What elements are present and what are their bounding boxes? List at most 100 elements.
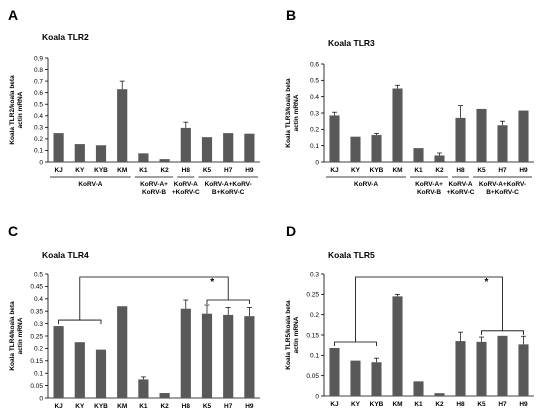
group-label: KoRV-B [417,189,441,196]
x-tick-label: KM [117,403,127,410]
y-tick-label: 0 [39,395,43,402]
y-tick-label: 0.3 [34,321,43,328]
bar-h8 [455,341,466,396]
group-label: KoRV-A [78,181,102,188]
x-tick-label: KJ [330,401,339,408]
y-axis-label: Koala TLR2/koala beta [9,75,16,145]
bar-h7 [497,335,508,396]
panel-letter: D [286,223,296,239]
y-tick-label: 0.25 [306,292,319,299]
x-tick-label: H7 [224,403,233,410]
bar-ky [74,342,85,398]
y-tick-label: 0.25 [30,333,43,340]
bar-kj [329,348,340,396]
y-axis-label: actin mRNA [17,91,24,128]
bar-k2 [434,393,445,396]
group-label: +KoRV-C [172,189,200,196]
x-tick-label: H8 [182,167,191,174]
y-tick-label: 0.2 [310,312,319,319]
bar-k1 [413,381,424,396]
panel-letter: B [286,7,296,23]
x-tick-label: K1 [139,403,148,410]
group-label: KoRV-A [174,181,198,188]
significance-star: * [485,277,489,288]
x-tick-label: H8 [182,403,191,410]
group-label: KoRV-B [142,189,166,196]
panel-d: D Koala TLR5 Koala TLR5/koala beta actin mR… [285,223,534,412]
y-tick-label: 0.7 [34,78,43,85]
y-axis-label: Koala TLR4/koala beta [9,301,16,371]
x-tick-label: KYB [94,403,108,410]
bar-h7 [223,133,234,162]
bar-kyb [95,349,107,398]
bar-h9 [244,316,255,398]
panel-letter: A [8,7,18,23]
x-tick-label: K1 [414,167,423,174]
y-tick-label: 0.15 [30,358,43,365]
bar-k5 [476,108,487,162]
group-label: B+KoRV-C [486,189,519,196]
panel-c: C Koala TLR4 Koala TLR4/koala beta actin mR… [8,223,260,414]
bar-km [392,296,403,396]
bar-kj [53,326,64,398]
y-tick-label: 0.3 [34,125,43,132]
bar-ky [350,360,361,396]
bar-k2 [159,159,170,162]
bar-k1 [413,148,424,162]
x-tick-label: K5 [477,167,486,174]
bar-kj [53,133,64,162]
bar-kj [329,115,340,162]
chart-title: Koala TLR3 [328,38,375,48]
group-label: B+KoRV-C [212,189,245,196]
y-tick-label: 0.15 [306,332,319,339]
y-tick-label: 0 [39,159,43,166]
bar-h9 [244,133,255,162]
group-label: KoRV-A+ [140,181,168,188]
y-tick-label: 0.3 [310,110,319,117]
bar-km [392,88,403,162]
y-tick-label: 0.4 [34,113,43,120]
bar-k5 [476,341,487,396]
bar-h7 [223,314,234,398]
x-tick-label: H8 [456,167,465,174]
x-tick-label: KYB [94,167,108,174]
bar-ky [74,144,85,162]
significance-group-right [206,299,250,304]
group-label: KoRV-A [448,181,472,188]
bar-h9 [518,110,529,162]
significance-group-right [481,330,524,335]
panel-a: A Koala TLR2 Koala TLR2/koala beta actin mR… [8,7,260,196]
x-tick-label: KJ [54,403,63,410]
bar-k5 [201,137,213,162]
y-tick-label: 0.2 [34,136,43,143]
bar-kyb [371,362,382,396]
x-tick-label: K5 [203,167,212,174]
bar-h7 [497,125,508,162]
x-tick-label: KM [392,401,402,408]
y-tick-label: 0.5 [310,78,319,85]
x-tick-label: H9 [519,167,528,174]
bar-ky [350,136,361,162]
x-tick-label: H7 [498,401,507,408]
y-axis-label: Koala TLR3/koala beta [285,78,292,148]
y-tick-label: 0.2 [34,346,43,353]
x-tick-label: K2 [160,403,169,410]
x-tick-label: KM [117,167,127,174]
y-tick-label: 0.1 [310,353,319,360]
x-tick-label: H9 [245,167,254,174]
x-tick-label: H7 [224,167,233,174]
x-tick-label: KY [351,401,361,408]
bar-k2 [434,155,445,162]
x-tick-label: KM [392,167,402,174]
panel-b: B Koala TLR3 Koala TLR3/koala beta actin mR… [285,7,534,196]
group-label: +KoRV-C [447,189,475,196]
y-tick-label: 0.05 [306,373,319,380]
x-tick-label: H7 [498,167,507,174]
x-tick-label: H9 [245,403,254,410]
group-label: KoRV-A+KoRV- [479,181,526,188]
y-tick-label: 0.4 [310,94,319,101]
significance-bracket [79,276,229,321]
y-tick-label: 0.9 [34,55,43,62]
bar-kyb [95,145,107,162]
